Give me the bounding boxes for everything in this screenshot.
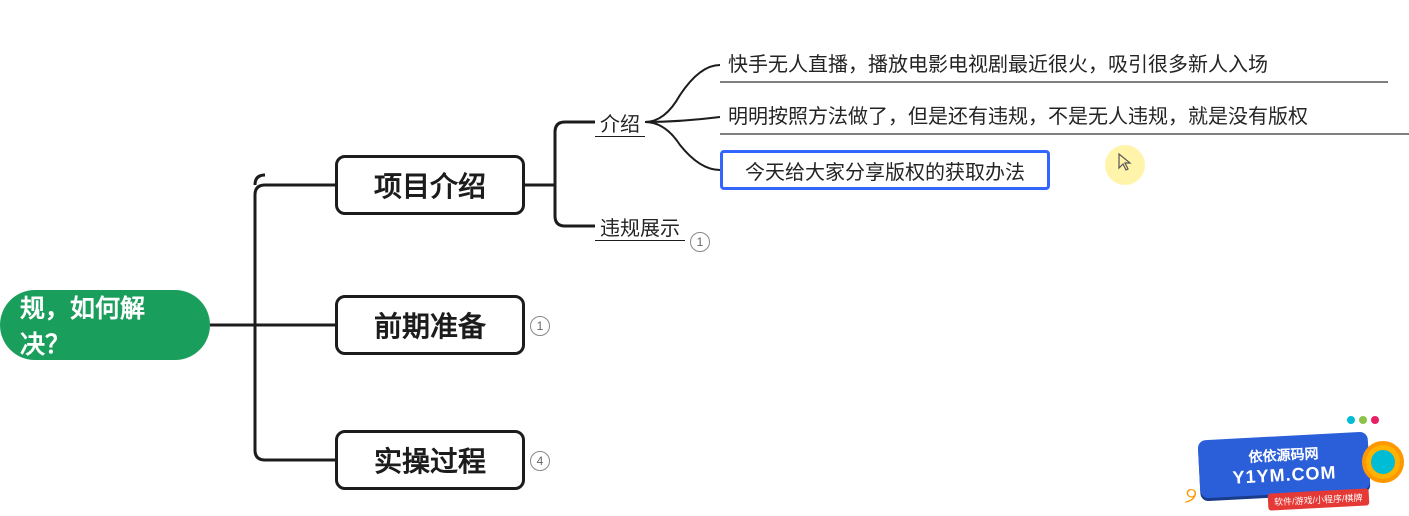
node-project-intro[interactable]: 项目介绍 — [335, 155, 525, 215]
leaf-text: 明明按照方法做了，但是还有违规，不是无人违规，就是没有版权 — [728, 100, 1308, 129]
leaf-text: 快手无人直播，播放电影电视剧最近很火，吸引很多新人入场 — [728, 48, 1268, 77]
mindmap-root-node[interactable]: 规，如何解决？ — [0, 290, 210, 360]
node-label: 前期准备 — [374, 305, 486, 345]
badge-text: 1 — [537, 319, 544, 333]
watermark-card: 依依源码网 Y1YM.COM — [1198, 432, 1371, 499]
badge-preparation-count[interactable]: 1 — [530, 316, 550, 336]
node-preparation[interactable]: 前期准备 — [335, 295, 525, 355]
node-intro-label[interactable]: 介绍 — [595, 108, 645, 136]
badge-practice-count[interactable]: 4 — [530, 451, 550, 471]
watermark-lens-icon — [1362, 441, 1404, 483]
node-practice[interactable]: 实操过程 — [335, 430, 525, 490]
watermark-logo: 依依源码网 Y1YM.COM 软件/游戏/小程序/棋牌 ୨ — [1199, 436, 1399, 506]
leaf-line-1[interactable]: 快手无人直播，播放电影电视剧最近很火，吸引很多新人入场 — [720, 48, 1390, 82]
root-label: 规，如何解决？ — [20, 289, 190, 361]
node-violation-label[interactable]: 违规展示 — [595, 212, 685, 240]
badge-text: 1 — [697, 235, 704, 249]
badge-violation-count[interactable]: 1 — [690, 232, 710, 252]
node-label: 项目介绍 — [374, 165, 486, 205]
leaf-line-2[interactable]: 明明按照方法做了，但是还有违规，不是无人违规，就是没有版权 — [720, 100, 1409, 134]
watermark-curl-icon: ୨ — [1180, 482, 1201, 512]
leaf-line-3-selected[interactable]: 今天给大家分享版权的获取办法 — [720, 150, 1050, 190]
watermark-dots — [1347, 416, 1379, 424]
cursor-icon — [1117, 152, 1133, 177]
badge-text: 4 — [537, 454, 544, 468]
node-label: 实操过程 — [374, 440, 486, 480]
node-label: 介绍 — [600, 108, 640, 137]
leaf-text: 今天给大家分享版权的获取办法 — [745, 156, 1025, 185]
node-label: 违规展示 — [600, 212, 680, 241]
watermark-domain: Y1YM.COM — [1232, 462, 1337, 488]
